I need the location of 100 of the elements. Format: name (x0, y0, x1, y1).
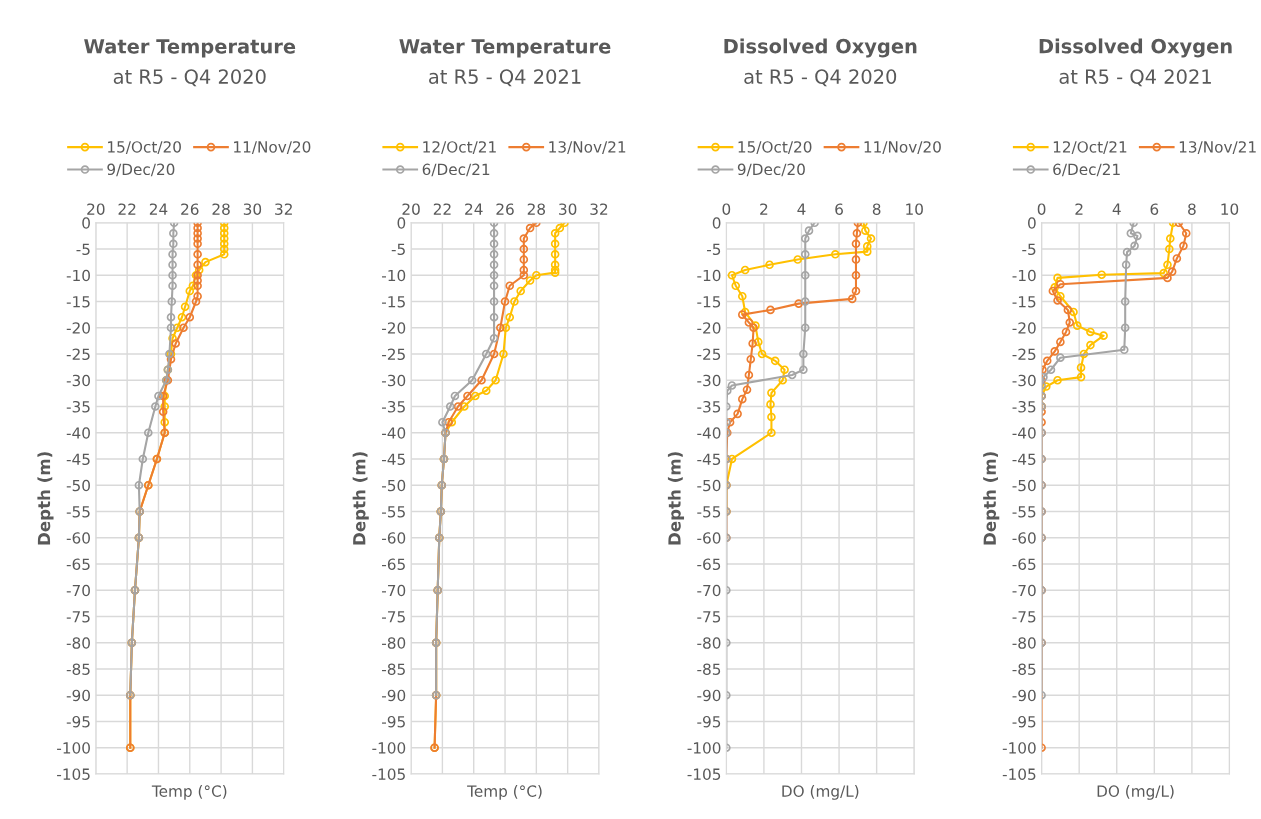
y-tick-label: -85 (66, 663, 90, 675)
y-tick-label: -90 (1012, 689, 1036, 702)
y-tick-label: -5 (1022, 243, 1036, 256)
y-tick-label: -100 (687, 742, 721, 754)
y-tick-label: -55 (382, 506, 405, 518)
x-tick-label: 6 (835, 203, 843, 215)
chart-title: Dissolved Oxygen (1039, 38, 1232, 58)
y-tick-label: -85 (697, 663, 721, 675)
y-tick-label: -50 (697, 479, 721, 492)
y-tick-label: -20 (66, 322, 90, 334)
legend-label: 11/Nov/20 (864, 141, 941, 154)
y-tick-label: -70 (697, 584, 721, 597)
y-tick-label: -35 (1012, 400, 1036, 413)
y-tick-label: -100 (372, 742, 406, 754)
x-tick-label: 4 (797, 203, 806, 215)
y-tick-label: -40 (697, 427, 721, 439)
y-tick-label: -15 (1012, 296, 1036, 308)
y-tick-label: 0 (82, 217, 90, 229)
x-tick-label: 22 (433, 203, 451, 215)
chart-subtitle: at R5 - Q4 2021 (429, 69, 581, 87)
x-axis-title: Temp (°C) (151, 785, 227, 800)
y-tick-label: -80 (382, 637, 406, 649)
y-tick-label: -20 (697, 322, 721, 334)
legend-label: 11/Nov/20 (234, 141, 311, 154)
legend-label: 6/Dec/21 (422, 163, 490, 177)
x-tick-label: 8 (872, 203, 881, 215)
legend-label: 13/Nov/21 (1179, 141, 1256, 154)
y-tick-label: -55 (1012, 506, 1036, 518)
y-tick-label: -95 (66, 715, 90, 728)
y-tick-label: -35 (697, 400, 721, 413)
chart-title: Water Temperature (84, 39, 296, 58)
y-tick-label: -35 (382, 400, 405, 413)
x-tick-label: 28 (527, 203, 546, 215)
y-tick-label: 0 (712, 217, 721, 229)
legend-label: 12/Oct/21 (1053, 141, 1127, 154)
x-tick-label: 30 (243, 203, 262, 215)
y-tick-label: -85 (382, 663, 405, 675)
y-tick-label: -90 (382, 689, 406, 702)
y-tick-label: -65 (697, 558, 721, 570)
legend-label: 9/Dec/20 (107, 163, 175, 177)
y-tick-label: -50 (66, 479, 90, 492)
y-tick-label: -10 (66, 269, 90, 282)
y-tick-label: -25 (382, 348, 405, 361)
y-tick-label: -95 (382, 715, 405, 728)
y-tick-label: -5 (391, 243, 405, 256)
y-tick-label: -10 (697, 269, 721, 282)
x-tick-label: 26 (181, 203, 199, 215)
x-tick-label: 28 (212, 203, 230, 215)
legend-label: 13/Nov/21 (549, 141, 626, 154)
x-tick-label: 0 (1037, 203, 1046, 215)
y-tick-label: -85 (1012, 663, 1036, 675)
y-tick-label: -10 (1012, 269, 1036, 282)
y-tick-label: -80 (1012, 637, 1036, 649)
x-axis-title: Temp (°C) (467, 785, 542, 800)
x-tick-label: 30 (559, 203, 577, 215)
y-tick-label: -40 (382, 427, 406, 439)
y-tick-label: -75 (66, 611, 90, 623)
x-tick-label: 6 (1150, 203, 1159, 215)
y-tick-label: -60 (697, 532, 721, 544)
y-tick-label: -105 (372, 768, 405, 780)
y-tick-label: -35 (66, 400, 90, 413)
y-tick-label: -50 (382, 479, 406, 492)
y-axis-title: Depth (m) (37, 452, 54, 545)
chart-subtitle: at R5 - Q4 2021 (1059, 69, 1211, 87)
y-tick-label: -25 (66, 348, 90, 361)
y-tick-label: -15 (697, 296, 721, 308)
chart-subtitle: at R5 - Q4 2020 (744, 69, 897, 87)
legend-label: 15/Oct/20 (108, 141, 181, 154)
y-tick-label: -55 (66, 506, 90, 518)
y-tick-label: -70 (382, 584, 406, 597)
x-tick-label: 24 (465, 203, 483, 215)
x-tick-label: 32 (275, 203, 292, 215)
chart-subtitle: at R5 - Q4 2020 (113, 69, 266, 87)
y-tick-label: -70 (1012, 584, 1036, 597)
y-tick-label: -55 (697, 506, 721, 518)
y-tick-label: -40 (1012, 427, 1036, 439)
y-tick-label: -5 (706, 243, 721, 256)
y-tick-label: -45 (1012, 453, 1036, 466)
y-tick-label: -60 (382, 532, 406, 544)
y-tick-label: -75 (697, 611, 721, 623)
x-tick-label: 10 (1221, 203, 1239, 215)
y-tick-label: -90 (66, 689, 90, 702)
y-tick-label: -60 (66, 532, 90, 544)
legend-label: 12/Oct/21 (423, 141, 496, 154)
y-tick-label: -70 (66, 584, 90, 597)
y-tick-label: 0 (397, 217, 406, 229)
x-axis-title: DO (mg/L) (782, 785, 859, 800)
legend-label: 6/Dec/21 (1053, 163, 1120, 177)
y-axis-title: Depth (m) (983, 452, 1000, 545)
x-tick-label: 2 (760, 203, 768, 215)
y-tick-label: -60 (1012, 532, 1036, 544)
y-tick-label: -10 (382, 269, 406, 282)
y-tick-label: -100 (1002, 742, 1036, 754)
x-tick-label: 20 (402, 203, 420, 215)
y-tick-label: -30 (66, 374, 90, 387)
legend-label: 9/Dec/20 (737, 163, 805, 177)
y-tick-label: -25 (1012, 348, 1036, 361)
y-tick-label: -65 (66, 558, 90, 570)
y-tick-label: -45 (382, 453, 405, 466)
x-tick-label: 2 (1075, 203, 1083, 215)
